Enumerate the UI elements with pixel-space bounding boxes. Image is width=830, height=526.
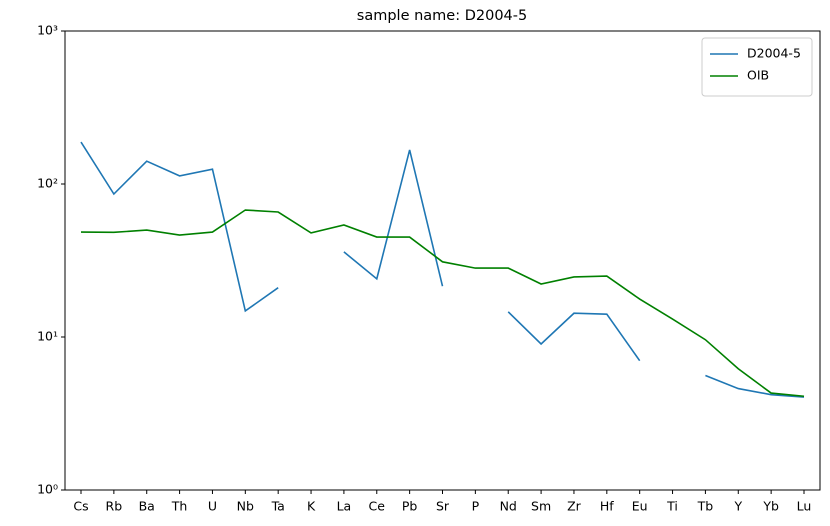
x-tick-label: Ti xyxy=(666,499,678,514)
legend-label: D2004-5 xyxy=(747,46,801,61)
x-tick-label: Yb xyxy=(762,499,779,514)
legend-box xyxy=(701,37,813,97)
chart-title: sample name: D2004-5 xyxy=(357,8,527,24)
y-tick-label: 10¹ xyxy=(37,329,58,344)
x-tick-label: Ta xyxy=(271,499,285,514)
x-tick-label: Zr xyxy=(567,499,582,514)
x-tick-label: Rb xyxy=(106,499,123,514)
series-line xyxy=(80,209,805,398)
x-tick-label: Th xyxy=(171,499,188,514)
x-tick-label: Y xyxy=(733,499,742,514)
y-tick-label: 10⁰ xyxy=(37,482,58,497)
x-tick-label: Tb xyxy=(697,499,714,514)
x-tick-label: Ba xyxy=(139,499,155,514)
x-tick-label: Eu xyxy=(632,499,648,514)
x-tick-label: Nd xyxy=(500,499,517,514)
x-tick-label: Sm xyxy=(531,499,551,514)
legend-label: OIB xyxy=(747,68,769,83)
x-tick-label: Pb xyxy=(402,499,418,514)
x-tick-label: Sr xyxy=(436,499,450,514)
y-tick-label: 10² xyxy=(37,176,58,191)
series-line xyxy=(80,141,805,398)
x-tick-label: P xyxy=(472,499,480,514)
x-tick-label: Hf xyxy=(600,499,614,514)
x-tick-label: Lu xyxy=(797,499,812,514)
x-tick-label: U xyxy=(208,499,217,514)
x-tick-label: Cs xyxy=(73,499,88,514)
x-tick-label: K xyxy=(307,499,316,514)
x-tick-label: La xyxy=(337,499,352,514)
x-tick-label: Ce xyxy=(369,499,386,514)
y-tick-label: 10³ xyxy=(37,23,58,38)
plot-frame xyxy=(64,30,821,491)
x-tick-label: Nb xyxy=(237,499,254,514)
